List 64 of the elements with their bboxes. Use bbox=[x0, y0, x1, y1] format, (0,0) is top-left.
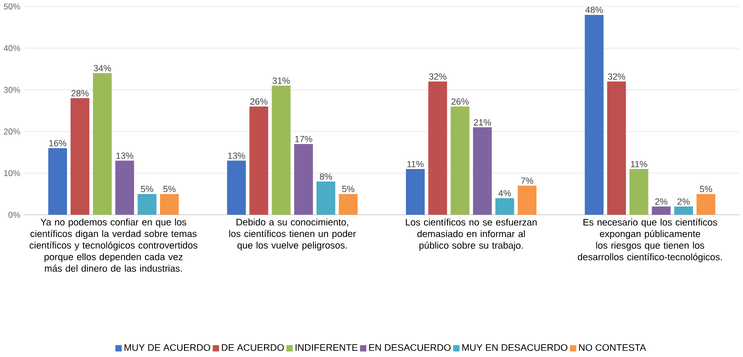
bar bbox=[696, 194, 716, 215]
bar bbox=[450, 106, 470, 215]
legend-label: MUY DE ACUERDO bbox=[124, 344, 210, 352]
data-label: 5% bbox=[140, 186, 154, 192]
data-label: 11% bbox=[630, 161, 648, 168]
data-label: 5% bbox=[163, 186, 176, 192]
bar bbox=[428, 82, 448, 215]
bar bbox=[473, 128, 492, 215]
data-label: 2% bbox=[655, 198, 668, 205]
data-label: 31% bbox=[272, 78, 290, 84]
data-label: 28% bbox=[71, 90, 89, 97]
bar bbox=[495, 198, 514, 215]
bar bbox=[70, 98, 90, 215]
y-tick-label: 50% bbox=[4, 4, 20, 10]
bar bbox=[92, 73, 112, 215]
data-label: 17% bbox=[295, 136, 312, 142]
data-label: 13% bbox=[228, 152, 246, 160]
bar bbox=[48, 148, 68, 215]
data-label: 8% bbox=[320, 174, 332, 180]
data-label: 48% bbox=[585, 6, 603, 14]
data-label: 13% bbox=[116, 152, 134, 160]
data-label: 32% bbox=[429, 74, 446, 80]
bar bbox=[115, 160, 134, 215]
bar bbox=[518, 186, 536, 215]
bar bbox=[406, 169, 425, 215]
x-tick-label: Debido a su conocimiento, los científicos tienen un poder que los vuelve peligrosos. bbox=[229, 218, 356, 251]
bar bbox=[338, 194, 358, 215]
legend-label: EN DESACUERDO bbox=[369, 344, 451, 352]
bar bbox=[652, 206, 671, 215]
bar bbox=[607, 82, 626, 215]
bar bbox=[227, 160, 246, 215]
bar bbox=[629, 169, 648, 215]
bar bbox=[674, 206, 693, 215]
x-tick-label: Ya no podemos confiar en que los científicos digan la verdad sobre temas científicos y tecnológicos controvertidos porque ellos dependen cada vez más del dinero de las industrias. bbox=[30, 218, 198, 272]
legend-label: DE ACUERDO bbox=[222, 344, 284, 352]
y-tick-label: 30% bbox=[4, 87, 20, 93]
data-label: 2% bbox=[678, 198, 690, 205]
data-label: 32% bbox=[608, 74, 626, 80]
data-label: 26% bbox=[250, 98, 268, 105]
y-tick-label: 20% bbox=[4, 128, 20, 135]
y-tick-label: 10% bbox=[4, 170, 20, 176]
data-label: 21% bbox=[474, 119, 492, 126]
legend-label: INDIFERENTE bbox=[296, 344, 358, 351]
data-label: 7% bbox=[521, 178, 534, 184]
x-tick-label: Los científicos no se esfuerzan demasiado en informar al público sobre su trabajo. bbox=[406, 218, 537, 251]
bar bbox=[316, 182, 336, 215]
legend-label: MUY EN DESACUERDO bbox=[462, 344, 568, 352]
data-label: 4% bbox=[498, 190, 511, 197]
bar bbox=[294, 144, 313, 215]
bar bbox=[138, 194, 156, 215]
data-label: 5% bbox=[342, 186, 354, 192]
data-label: 5% bbox=[700, 186, 712, 192]
x-tick-label: Es necesario que los científicos expongan públicamente los riesgos que tienen los desarrollos científico-tecnológicos. bbox=[578, 218, 722, 262]
legend-label: NO CONTESTA bbox=[579, 344, 646, 352]
data-label: 16% bbox=[49, 140, 66, 147]
data-label: 11% bbox=[407, 161, 424, 168]
y-tick-label: 40% bbox=[4, 45, 20, 52]
data-label: 26% bbox=[452, 98, 469, 105]
data-label: 34% bbox=[94, 65, 111, 72]
bar bbox=[584, 15, 604, 215]
bar bbox=[160, 194, 179, 215]
bar bbox=[272, 86, 291, 215]
bar bbox=[249, 106, 268, 215]
y-tick-label: 0% bbox=[8, 212, 20, 218]
